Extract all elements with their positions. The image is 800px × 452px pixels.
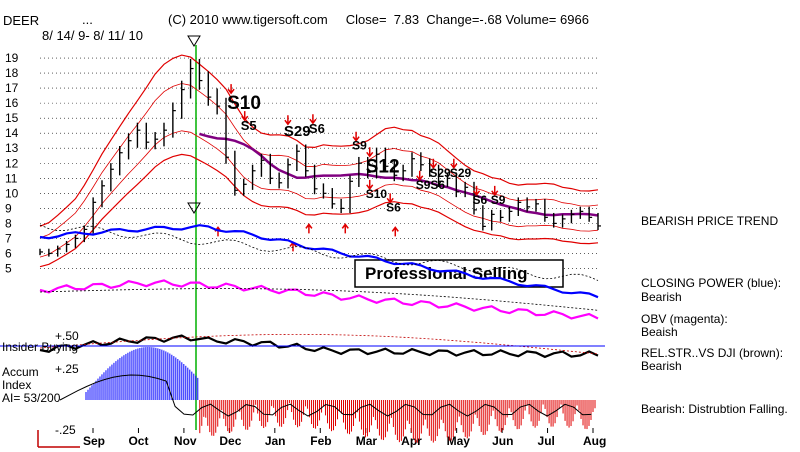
month-tick-label: Jan [265, 434, 286, 448]
month-tick-label: Mar [356, 434, 378, 448]
rel-strength-line [39, 334, 599, 359]
legend-closing-power: CLOSING POWER (blue): [641, 276, 781, 290]
month-tick-label: Sep [83, 434, 105, 448]
price-tick-label: 6 [5, 246, 12, 260]
price-bars [39, 58, 601, 257]
sell-arrow [309, 114, 317, 125]
sell-arrow [416, 170, 424, 182]
accum-label: Accum [2, 365, 39, 379]
plus50-label: +.50 [55, 329, 79, 343]
price-bands [39, 54, 599, 268]
top-triangle [187, 35, 201, 47]
signal-label: S10 [227, 93, 261, 114]
signal-label: S29 [284, 123, 311, 140]
legend-relstr: REL.STR..VS DJI (brown): [641, 346, 783, 360]
buy-arrow [305, 223, 313, 234]
sell-arrow [241, 111, 249, 122]
moving-average-line [199, 132, 599, 217]
price-tick-label: 17 [5, 81, 19, 95]
accum-line [59, 374, 592, 417]
sell-arrow [366, 147, 374, 158]
month-axis-ticks: Sep Oct Nov Dec Jan Feb Mar Apr May Jun Jul Aug [83, 428, 606, 448]
signal-label: S9 [352, 139, 367, 153]
signal-label: S6 [309, 121, 325, 136]
index-label: Index [2, 378, 31, 392]
sell-arrow [429, 158, 437, 170]
obv-line [39, 279, 599, 320]
obv-ma [39, 288, 599, 311]
price-tick-label: 15 [5, 111, 19, 125]
closing-power-line [39, 224, 599, 299]
price-tick-label: 12 [5, 156, 19, 170]
header-info: (C) 2010 www.tigersoft.com Close= 7.83 C… [168, 12, 589, 27]
month-tick-label: Jul [538, 434, 555, 448]
lower-band [39, 153, 599, 268]
closing-power-ma [39, 224, 599, 281]
month-tick-label: Jun [492, 434, 513, 448]
lower-inner-band [39, 130, 599, 258]
legend-closing-power-state: Bearish [641, 290, 682, 304]
sell-arrow [386, 193, 394, 204]
legend-distribution: Bearish: Distrubtion Falling. [641, 402, 788, 416]
month-tick-label: Dec [219, 434, 241, 448]
signal-label: S9 [491, 193, 506, 207]
month-tick-label: May [447, 434, 471, 448]
legend-relstr-state: Bearish [641, 359, 682, 373]
price-tick-label: 10 [5, 186, 19, 200]
buy-arrow [391, 226, 399, 237]
price-tick-label: 7 [5, 231, 12, 245]
legend-price-trend: BEARISH PRICE TREND [641, 214, 778, 228]
month-tick-label: Aug [583, 434, 606, 448]
sell-arrow [352, 131, 360, 142]
sell-arrow [450, 158, 458, 170]
price-tick-label: 14 [5, 126, 19, 140]
date-range: 8/ 14/ 9- 8/ 11/ 10 [42, 28, 143, 43]
accum-histogram [59, 347, 596, 443]
grid-lines [40, 57, 600, 269]
month-tick-label: Oct [128, 434, 148, 448]
ticker-label: DEER [3, 13, 39, 28]
price-tick-label: 13 [5, 141, 19, 155]
price-tick-label: 5 [5, 261, 12, 275]
upper-inner-band [39, 83, 599, 239]
price-tick-label: 11 [5, 171, 18, 185]
signal-label: S29 [429, 166, 451, 180]
sell-arrow [472, 185, 481, 197]
sell-arrow [491, 185, 499, 197]
month-tick-label: Nov [174, 434, 197, 448]
month-tick-label: Feb [310, 434, 331, 448]
price-tick-label: 19 [5, 51, 19, 65]
buy-arrow [341, 223, 349, 234]
signal-label: S10 [366, 187, 388, 201]
signal-label: S12 [366, 156, 400, 177]
rel-strength-ma [39, 334, 599, 355]
sell-arrow [366, 179, 374, 191]
legend-obv: OBV (magenta): [641, 312, 728, 326]
minus25-label: -.25 [55, 423, 76, 437]
price-tick-label: 8 [5, 216, 12, 230]
insider-buying-label: Insider Buying [2, 340, 78, 354]
signal-label: S6 [386, 200, 401, 214]
upper-band [39, 54, 599, 227]
plus25-label: +.25 [55, 362, 79, 376]
legend-obv-state: Beaish [641, 325, 678, 339]
sell-arrow [284, 115, 292, 126]
price-tick-label: 9 [5, 201, 12, 215]
price-tick-label: 16 [5, 96, 19, 110]
signal-label: S9S6 [416, 178, 446, 192]
ai-label: AI= 53/200 [2, 391, 61, 405]
indicator-lines [39, 224, 599, 359]
mid-triangle [187, 202, 201, 214]
signal-label: S29 [450, 166, 472, 180]
header-dots: ... [82, 12, 93, 27]
price-tick-label: 18 [5, 66, 19, 80]
signal-label: S6 [473, 193, 488, 207]
signal-label: S5 [241, 118, 257, 133]
sell-arrow [227, 84, 235, 95]
signal-arrows [187, 35, 502, 273]
